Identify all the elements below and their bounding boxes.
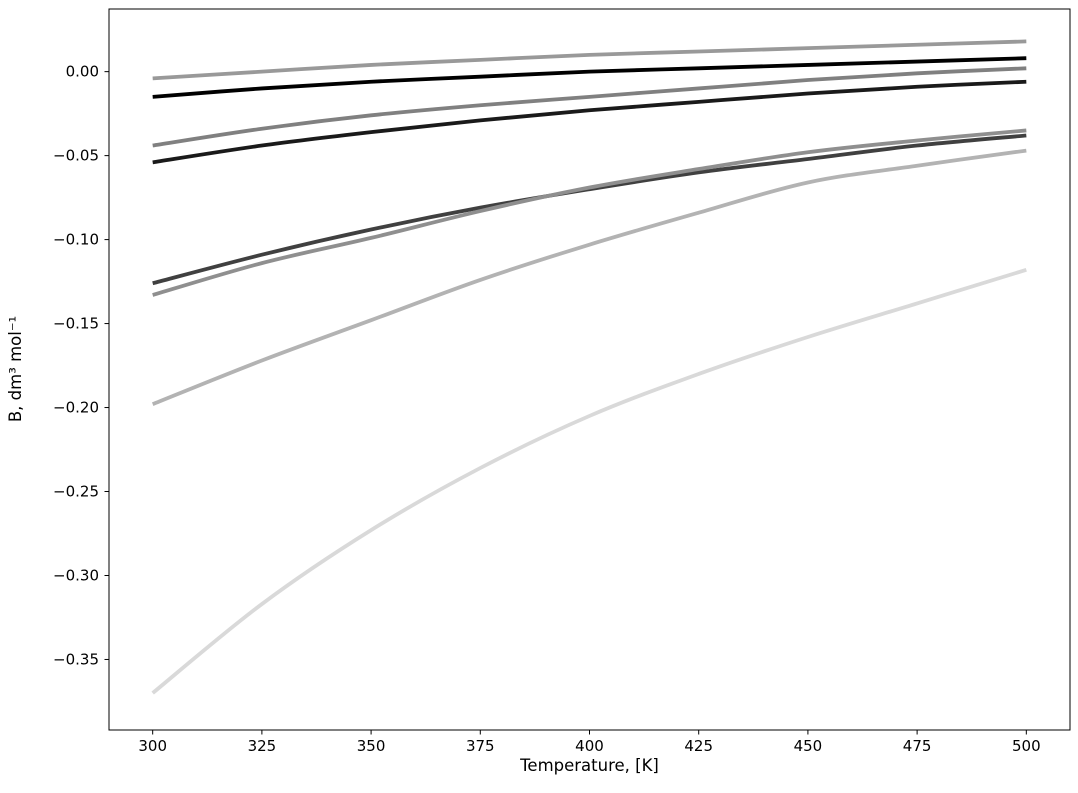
curve-5 — [152, 133, 1027, 286]
y-tick-label: −0.15 — [53, 315, 99, 333]
y-tick-label: 0.00 — [66, 63, 99, 81]
x-tick-label: 475 — [903, 737, 932, 755]
x-axis-title: Temperature, [K] — [520, 756, 659, 775]
y-axis-title-text: B, dm³ mol⁻¹ — [6, 315, 25, 423]
curve-1 — [152, 39, 1027, 81]
y-tick-label: −0.25 — [53, 483, 99, 501]
x-tick-label: 400 — [575, 737, 604, 755]
curve-6 — [152, 128, 1027, 297]
curve-7 — [151, 148, 1027, 406]
plot-border — [108, 8, 1071, 731]
curve-3 — [152, 66, 1027, 148]
x-tick-label: 375 — [466, 737, 495, 755]
x-tick-label: 450 — [794, 737, 823, 755]
x-tick-label: 500 — [1012, 737, 1041, 755]
y-tick-label: −0.30 — [53, 566, 99, 584]
x-tick-label: 325 — [248, 737, 277, 755]
y-tick-label: −0.05 — [53, 147, 99, 165]
curve-2 — [152, 56, 1027, 99]
y-tick-label: −0.10 — [53, 231, 99, 249]
x-tick-label: 425 — [684, 737, 713, 755]
y-tick-label: −0.35 — [53, 650, 99, 668]
curve-8 — [151, 268, 1027, 695]
y-axis-ticks: 0.00 −0.05 −0.10 −0.15 −0.20 −0.25 −0.30 −0.35 — [53, 63, 109, 668]
x-tick-label: 350 — [357, 737, 386, 755]
curves — [151, 39, 1027, 695]
x-axis-ticks: 300 325 350 375 400 425 450 475 500 — [138, 730, 1041, 755]
axes-spines — [108, 8, 1071, 731]
x-tick-label: 300 — [138, 737, 167, 755]
curve-4 — [152, 79, 1027, 165]
y-tick-label: −0.20 — [53, 399, 99, 417]
